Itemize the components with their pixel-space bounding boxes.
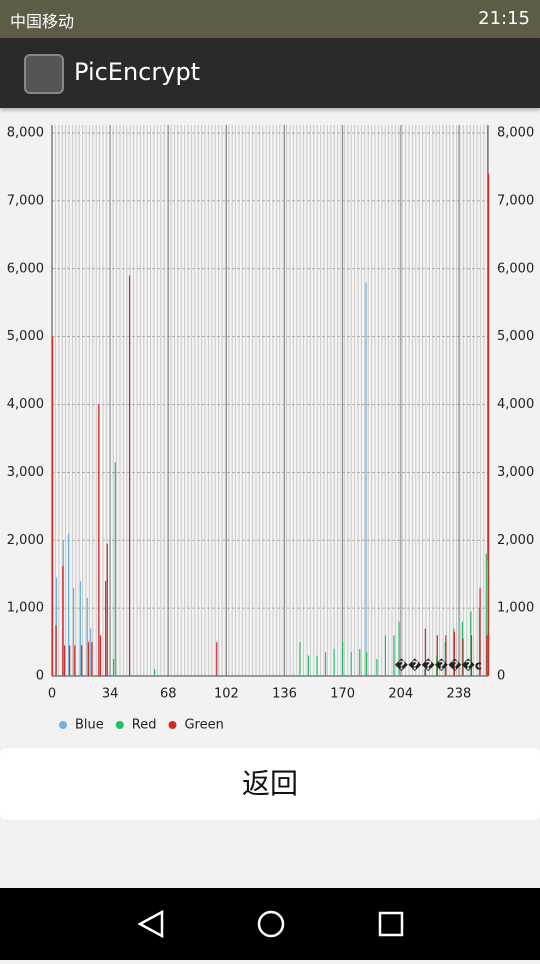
- bar: [86, 597, 88, 676]
- nav-recent[interactable]: [378, 911, 404, 937]
- bar: [479, 587, 481, 676]
- nav-back[interactable]: [137, 909, 164, 939]
- bar: [486, 635, 488, 676]
- y2-tick-label: 7,000: [497, 193, 534, 208]
- legend-label: Blue: [75, 718, 104, 733]
- y2-tick-label: 4,000: [497, 397, 534, 412]
- bar: [384, 635, 387, 676]
- bar: [333, 648, 335, 676]
- bar: [350, 652, 352, 676]
- nav-icons: [137, 909, 404, 939]
- plot-background: [52, 125, 488, 676]
- app-icon: [24, 54, 64, 94]
- bar: [436, 635, 438, 676]
- status-bar: 中国移动 21:15: [0, 0, 540, 38]
- legend-marker: [168, 721, 177, 729]
- y-tick-label: 2,000: [7, 533, 44, 548]
- y-tick-label: 5,000: [7, 329, 44, 344]
- y-tick-label: 1,000: [7, 601, 44, 616]
- bar: [445, 635, 447, 676]
- y-tick-label: 3,000: [7, 465, 44, 480]
- x-tick-label: 170: [330, 687, 355, 702]
- x-tick-label: 68: [160, 687, 177, 702]
- bar: [393, 635, 395, 676]
- bar: [79, 580, 82, 676]
- y-tick-label: 7,000: [7, 193, 44, 208]
- bar: [470, 635, 473, 676]
- y2-tick-label: 0: [497, 669, 505, 684]
- y-tick-label: 6,000: [7, 261, 44, 276]
- bar: [307, 655, 310, 676]
- app-title: PicEncrypt: [74, 58, 201, 86]
- x-tick-label: 204: [388, 687, 413, 702]
- bar: [106, 543, 108, 676]
- legend-label: Green: [184, 718, 223, 733]
- bar: [98, 404, 100, 676]
- bar: [91, 642, 93, 676]
- x-tick-label: 238: [447, 687, 472, 702]
- bar: [90, 628, 92, 676]
- legend-label: Red: [132, 718, 157, 733]
- bar: [63, 645, 66, 676]
- bar: [485, 553, 487, 676]
- bar: [112, 659, 115, 676]
- bar: [74, 645, 76, 676]
- bar: [73, 587, 75, 676]
- chart-description: ������c: [395, 658, 482, 673]
- y-tick-label: 4,000: [7, 397, 44, 412]
- y-tick-label: 0: [36, 669, 44, 684]
- legend-marker: [59, 721, 67, 729]
- y2-tick-label: 2,000: [497, 533, 534, 548]
- bar: [324, 652, 327, 676]
- x-tick-label: 102: [214, 687, 239, 702]
- carrier: 中国移动: [10, 12, 75, 31]
- bar: [216, 642, 218, 676]
- y2-tick-label: 1,000: [497, 601, 534, 616]
- bar: [376, 659, 378, 676]
- x-tick-label: 0: [48, 687, 56, 702]
- legend-marker: [115, 721, 124, 729]
- bar: [62, 566, 64, 676]
- y2-tick-label: 3,000: [497, 465, 534, 480]
- x-tick-label: 136: [272, 687, 297, 702]
- app-bar: PicEncrypt: [0, 38, 540, 108]
- bar: [67, 533, 70, 676]
- y2-tick-label: 5,000: [497, 329, 534, 344]
- bar: [462, 638, 464, 676]
- y-tick-label: 8,000: [7, 126, 44, 141]
- bar: [87, 642, 90, 676]
- bar: [55, 625, 57, 676]
- y2-tick-label: 6,000: [497, 261, 534, 276]
- bar: [128, 275, 131, 676]
- bar: [488, 173, 490, 676]
- bar: [342, 642, 344, 676]
- bar: [69, 645, 71, 676]
- bar: [99, 635, 102, 676]
- bar: [153, 669, 156, 676]
- bar: [299, 642, 301, 676]
- bar: [424, 628, 426, 676]
- bar: [453, 631, 456, 676]
- bar: [81, 645, 83, 676]
- bar: [52, 336, 54, 676]
- nav-bar: [0, 888, 540, 960]
- clock: 21:15: [478, 8, 530, 29]
- x-tick-label: 34: [102, 687, 119, 702]
- bar: [359, 648, 361, 676]
- bar: [398, 621, 400, 676]
- bar: [105, 580, 107, 676]
- bar: [365, 282, 367, 676]
- bar: [366, 652, 368, 676]
- nav-home[interactable]: [257, 910, 285, 938]
- bar: [114, 462, 116, 676]
- back-button[interactable]: 返回: [0, 748, 540, 820]
- y2-tick-label: 8,000: [497, 126, 534, 141]
- bar: [316, 655, 318, 676]
